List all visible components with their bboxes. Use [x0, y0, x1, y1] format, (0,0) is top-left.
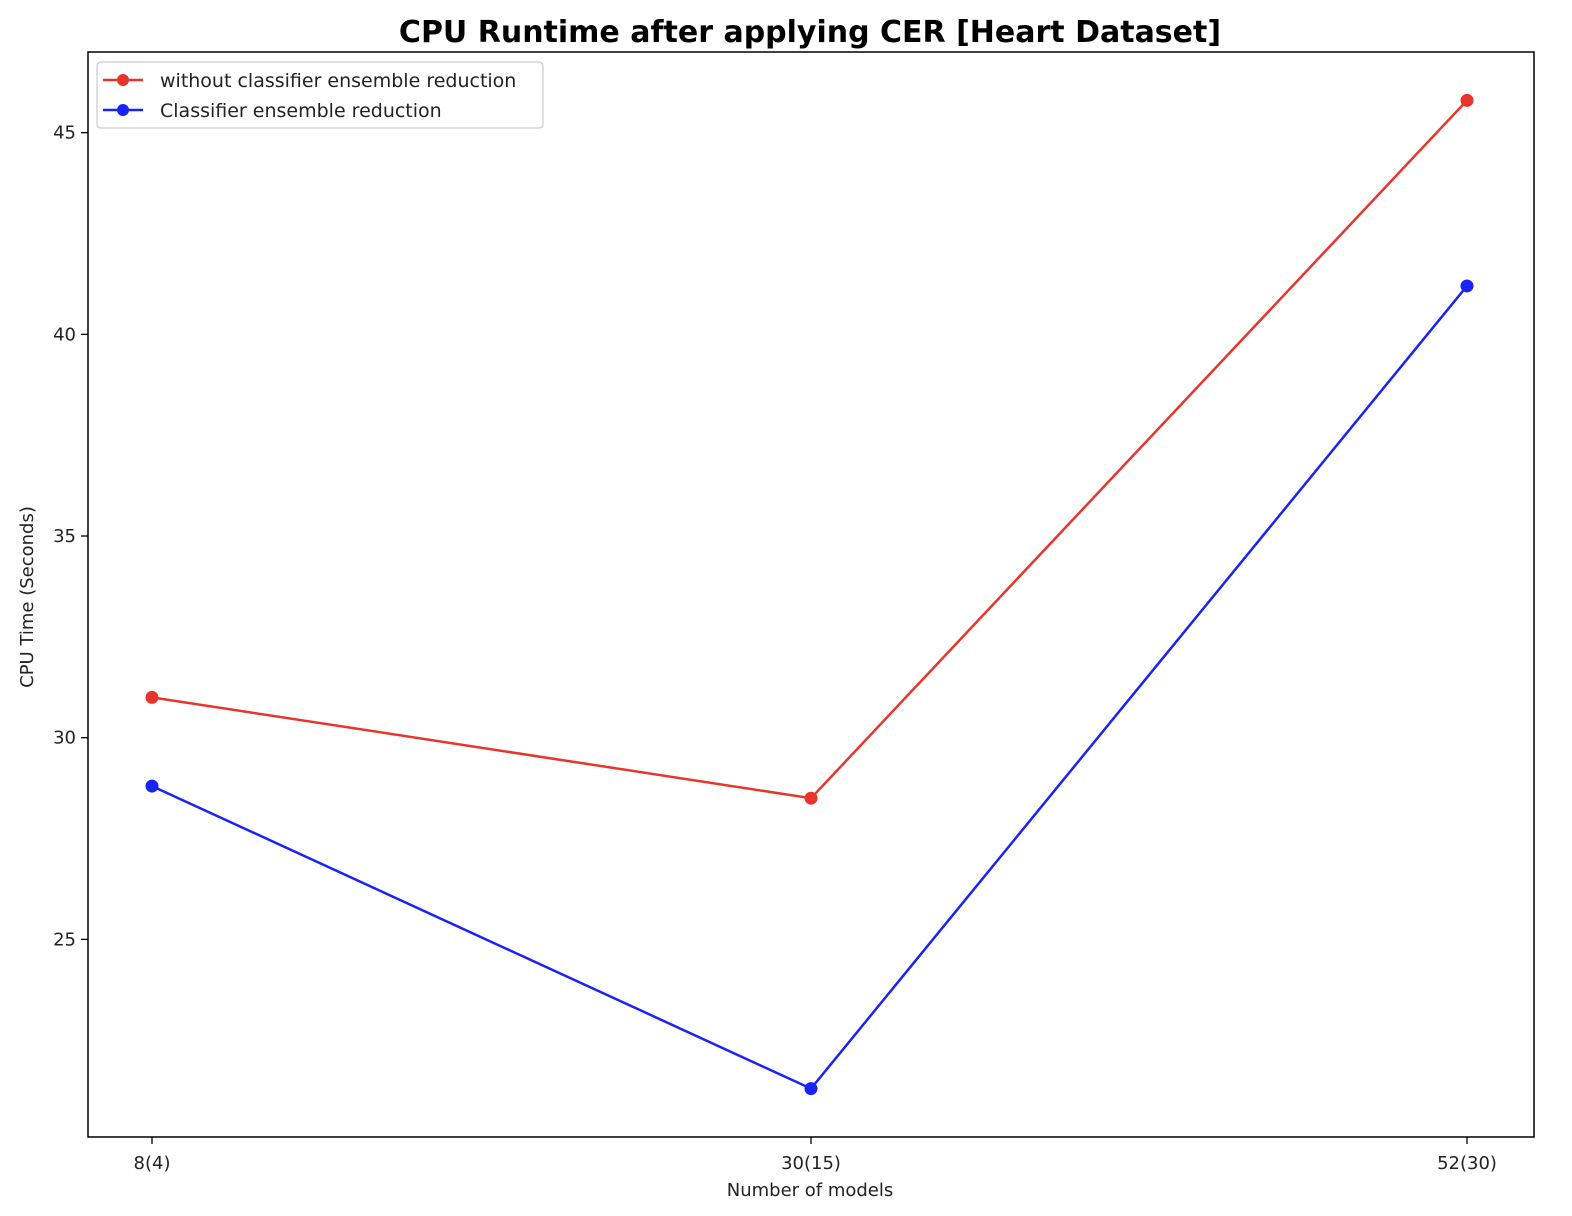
- y-axis-label: CPU Time (Seconds): [17, 506, 38, 688]
- x-axis-label: Number of models: [727, 1180, 894, 1201]
- data-point: [145, 779, 159, 793]
- y-tick-label: 35: [53, 526, 76, 547]
- y-tick-label: 40: [53, 324, 76, 345]
- y-tick-label: 45: [53, 123, 76, 144]
- x-axis: 8(4) 30(15) 52(30): [134, 1137, 1497, 1174]
- x-tick-label: 30(15): [781, 1153, 841, 1174]
- data-point: [804, 791, 818, 805]
- y-tick-label: 30: [53, 728, 76, 749]
- chart-title: CPU Runtime after applying CER [Heart Da…: [399, 15, 1221, 50]
- y-axis: 25 30 35 40 45: [53, 123, 88, 950]
- data-point: [804, 1082, 818, 1096]
- data-point: [1460, 279, 1474, 293]
- legend-box: [96, 61, 544, 129]
- y-tick-label: 25: [53, 929, 76, 950]
- x-tick-label: 8(4): [134, 1153, 171, 1174]
- legend-label-without-cer: without classifier ensemble reduction: [160, 70, 516, 92]
- series-line-0: [151, 99, 1468, 800]
- legend-marker-without-cer: [117, 74, 129, 86]
- data-point: [1460, 93, 1474, 107]
- series-line-1: [151, 285, 1468, 1091]
- x-tick-label: 52(30): [1437, 1153, 1497, 1174]
- series-layer: [145, 93, 1474, 1096]
- legend: without classifier ensemble reduction Cl…: [96, 61, 544, 129]
- data-point: [145, 690, 159, 704]
- legend-label-cer: Classifier ensemble reduction: [160, 100, 442, 122]
- plot-area-frame: [87, 51, 1535, 1138]
- legend-marker-cer: [117, 104, 129, 116]
